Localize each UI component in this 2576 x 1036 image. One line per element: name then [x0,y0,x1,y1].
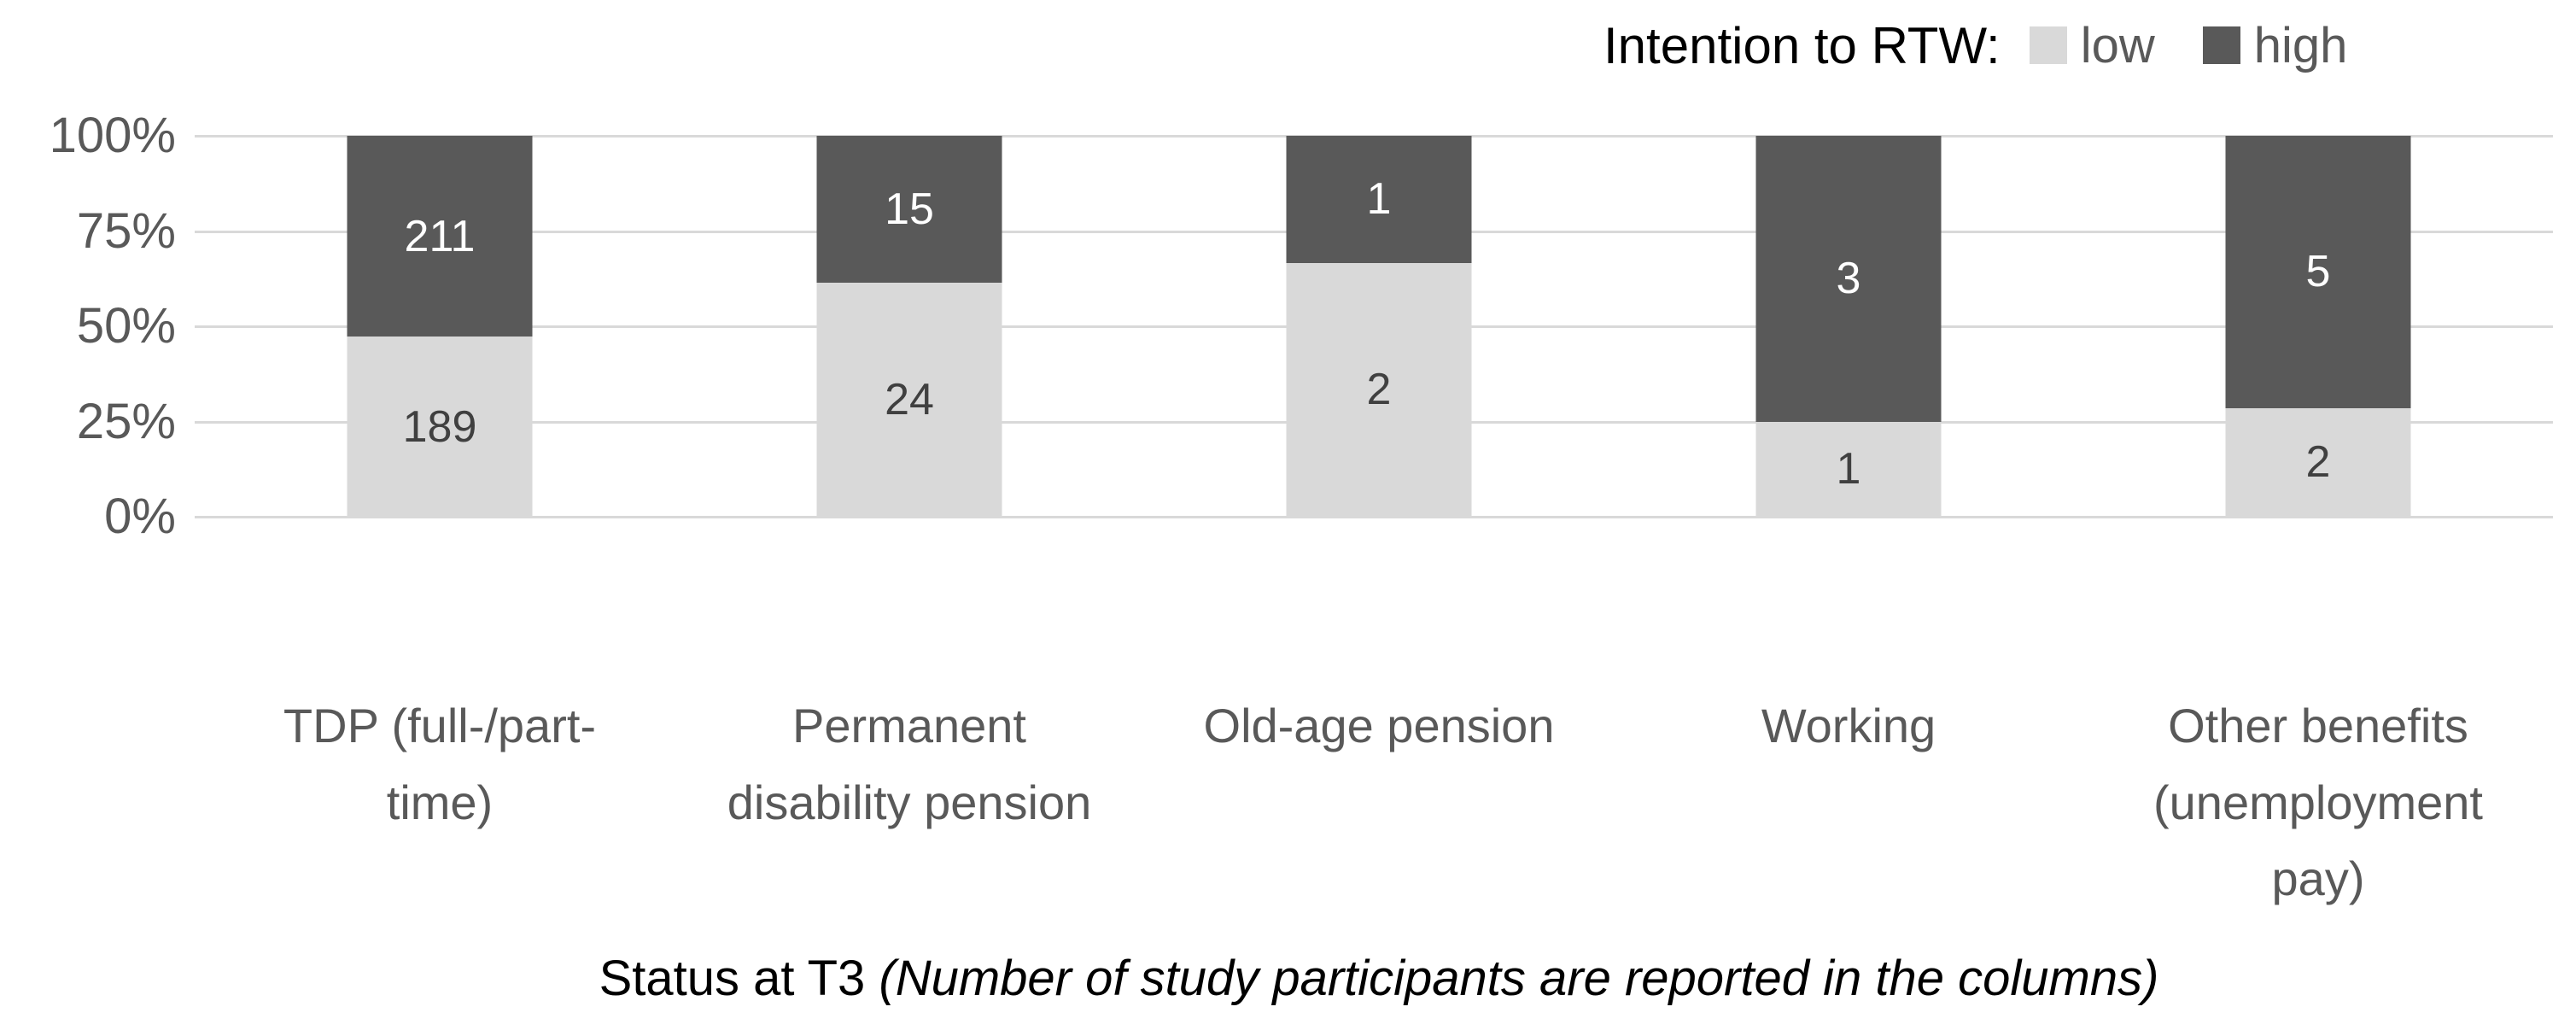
y-tick-label: 50% [76,298,176,354]
bar-slot: 15 24 [675,136,1144,517]
legend: Intention to RTW: low high [1603,9,2347,82]
y-tick-label: 100% [49,108,176,163]
bar-segment-high: 211 [347,136,533,337]
stacked-bar: 211 189 [347,136,533,517]
legend-title: Intention to RTW: [1603,16,2001,74]
legend-label-low: low [2080,17,2155,73]
bar-segment-high: 15 [816,136,1002,283]
bar-segment-high: 3 [1755,136,1942,422]
bar-segment-low: 2 [1286,262,1472,517]
x-category-label: Permanent disability pension [727,699,1092,829]
y-tick-label: 0% [104,489,176,544]
axis-title-prefix: Status at T3 [599,951,879,1006]
y-tick-label: 75% [76,202,176,259]
bar-segment-high: 5 [2225,136,2411,408]
bar-segment-low: 24 [816,282,1002,517]
legend-swatch-high-icon [2202,26,2240,64]
axis-title-italic: (Number of study participants are report… [879,951,2159,1006]
x-category-label: TDP (full-/part- time) [283,699,597,829]
legend-swatch-low-icon [2029,26,2067,64]
x-category-label: Old-age pension [1203,699,1555,752]
bar-slot: 211 189 [205,136,675,517]
axis-title: Status at T3 (Number of study participan… [205,950,2553,1007]
plot-area: 211 189 15 24 1 2 3 1 5 2 [205,136,2553,517]
bar-segment-low: 189 [347,337,533,517]
x-category-label: Other benefits (unemployment pay) [2153,699,2483,906]
gridline [195,516,2553,518]
x-axis: TDP (full-/part- time) Permanent disabili… [205,688,2553,917]
legend-label-high: high [2253,17,2348,73]
y-tick-label: 25% [76,393,176,449]
legend-item-high: high [2202,17,2348,74]
stacked-bar: 15 24 [816,136,1002,517]
legend-item-low: low [2029,17,2155,74]
bar-segment-high: 1 [1286,136,1472,263]
x-category-label: Working [1761,699,1936,752]
bar-segment-low: 1 [1755,421,1942,517]
bar-segment-low: 2 [2225,407,2411,517]
